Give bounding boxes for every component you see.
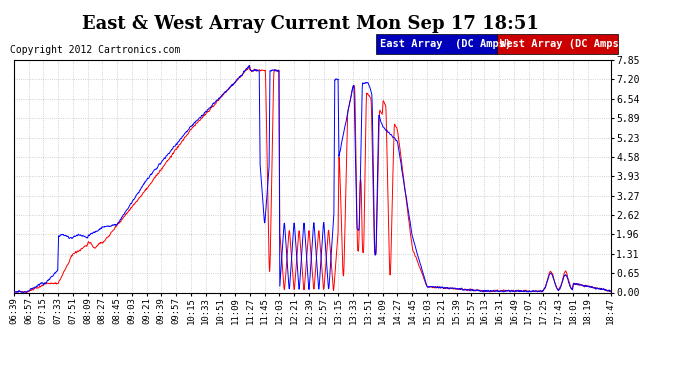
Text: Copyright 2012 Cartronics.com: Copyright 2012 Cartronics.com	[10, 45, 181, 55]
Text: West Array (DC Amps): West Array (DC Amps)	[500, 39, 625, 49]
Text: East Array  (DC Amps): East Array (DC Amps)	[380, 39, 511, 49]
Text: East & West Array Current Mon Sep 17 18:51: East & West Array Current Mon Sep 17 18:…	[82, 15, 539, 33]
